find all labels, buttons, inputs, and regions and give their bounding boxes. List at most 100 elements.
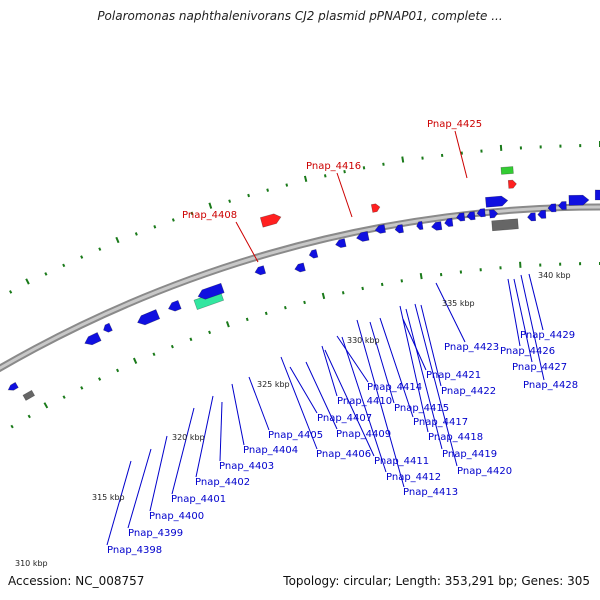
inner-tick-17 — [264, 311, 268, 316]
inner-tick-12 — [170, 344, 174, 349]
gene-feature-32 — [500, 166, 514, 175]
gene-label-pnap-4423[interactable]: Pnap_4423 — [444, 342, 499, 353]
gene-feature-33 — [507, 179, 517, 189]
outer-tick-20 — [208, 202, 213, 209]
gene-feature-22 — [370, 203, 381, 213]
gene-label-pnap-4428[interactable]: Pnap_4428 — [523, 380, 578, 391]
inner-tick-22 — [361, 286, 364, 291]
leader-line-19 — [369, 321, 395, 404]
gene-feature-16 — [294, 262, 306, 273]
scale-label-330: 330 kbp — [347, 336, 380, 345]
gene-feature-24 — [431, 221, 443, 231]
inner-tick-18 — [283, 306, 287, 310]
gene-feature-17 — [308, 249, 319, 259]
gene-label-pnap-4403[interactable]: Pnap_4403 — [219, 461, 274, 472]
gene-label-pnap-4418[interactable]: Pnap_4418 — [428, 432, 483, 443]
outer-tick-21 — [228, 199, 232, 203]
gene-label-pnap-4399[interactable]: Pnap_4399 — [128, 528, 183, 539]
leader-line-14 — [321, 345, 338, 397]
inner-tick-16 — [245, 317, 249, 322]
gene-label-pnap-4415[interactable]: Pnap_4415 — [394, 403, 449, 414]
gene-label-pnap-4416[interactable]: Pnap_4416 — [306, 161, 361, 172]
leader-line-12 — [289, 366, 318, 414]
gene-feature-15 — [259, 213, 282, 228]
gene-feature-20 — [374, 224, 386, 234]
gene-label-pnap-4409[interactable]: Pnap_4409 — [336, 429, 391, 440]
gene-feature-8 — [84, 332, 102, 346]
outer-tick-9 — [9, 290, 13, 294]
leader-line-7 — [195, 395, 214, 478]
tick-marks — [9, 141, 600, 429]
leader-line-18 — [336, 335, 369, 383]
leader-line-20 — [379, 317, 414, 418]
outer-tick-15 — [115, 236, 120, 244]
gene-feature-23 — [416, 220, 424, 231]
gene-label-pnap-4413[interactable]: Pnap_4413 — [403, 487, 458, 498]
gene-features — [7, 166, 600, 401]
leader-line-30 — [528, 273, 544, 331]
leader-line-3 — [106, 460, 132, 546]
gene-feature-27 — [466, 211, 476, 221]
inner-tick-14 — [208, 330, 212, 335]
gene-label-pnap-4425[interactable]: Pnap_4425 — [427, 119, 482, 130]
gene-label-pnap-4419[interactable]: Pnap_4419 — [442, 449, 497, 460]
leader-line-17 — [356, 319, 405, 488]
outer-tick-25 — [303, 175, 308, 182]
inner-tick-8 — [98, 377, 102, 381]
gene-label-pnap-4417[interactable]: Pnap_4417 — [413, 417, 468, 428]
outer-tick-10 — [25, 278, 30, 285]
inner-tick-11 — [152, 352, 156, 357]
gene-label-pnap-4420[interactable]: Pnap_4420 — [457, 466, 512, 477]
leader-line-2 — [454, 130, 468, 179]
gene-label-pnap-4398[interactable]: Pnap_4398 — [107, 545, 162, 556]
gene-label-pnap-4427[interactable]: Pnap_4427 — [512, 362, 567, 373]
gene-label-pnap-4405[interactable]: Pnap_4405 — [268, 430, 323, 441]
gene-label-pnap-4407[interactable]: Pnap_4407 — [317, 413, 372, 424]
inner-tick-13 — [189, 337, 193, 342]
gene-label-pnap-4410[interactable]: Pnap_4410 — [337, 396, 392, 407]
scale-label-340: 340 kbp — [538, 271, 571, 280]
map-title: Polaromonas naphthalenivorans CJ2 plasmi… — [97, 9, 503, 23]
inner-tick-3 — [10, 424, 14, 429]
gene-feature-26 — [456, 212, 466, 222]
leader-line-25 — [420, 304, 442, 387]
leader-line-16 — [341, 336, 387, 473]
outer-tick-12 — [62, 263, 66, 268]
gene-label-pnap-4429[interactable]: Pnap_4429 — [520, 330, 575, 341]
gene-label-pnap-4421[interactable]: Pnap_4421 — [426, 370, 481, 381]
leader-line-26 — [435, 282, 466, 343]
topology-summary: Topology: circular; Length: 353,291 bp; … — [283, 574, 590, 588]
leader-line-15 — [324, 349, 375, 457]
outer-tick-14 — [98, 247, 102, 251]
gene-label-pnap-4412[interactable]: Pnap_4412 — [386, 472, 441, 483]
scale-label-325: 325 kbp — [257, 380, 290, 389]
gene-feature-14 — [254, 265, 267, 276]
gene-feature-35 — [537, 209, 547, 219]
gene-label-pnap-4426[interactable]: Pnap_4426 — [500, 346, 555, 357]
outer-tick-26 — [323, 174, 327, 178]
leader-line-1 — [336, 172, 353, 218]
scale-label-335: 335 kbp — [442, 299, 475, 308]
outer-tick-28 — [362, 166, 366, 170]
gene-feature-30 — [485, 195, 509, 208]
outer-tick-24 — [285, 183, 289, 187]
gene-label-pnap-4401[interactable]: Pnap_4401 — [171, 494, 226, 505]
accession-label: Accession: NC_008757 — [8, 574, 145, 588]
scale-label-315: 315 kbp — [92, 493, 125, 502]
outer-tick-17 — [153, 225, 157, 229]
inner-tick-4 — [27, 414, 31, 419]
inner-tick-5 — [43, 402, 49, 409]
gene-label-pnap-4411[interactable]: Pnap_4411 — [374, 456, 429, 467]
gene-label-pnap-4406[interactable]: Pnap_4406 — [316, 449, 371, 460]
gene-label-pnap-4404[interactable]: Pnap_4404 — [243, 445, 298, 456]
inner-tick-7 — [80, 386, 84, 390]
gene-label-pnap-4414[interactable]: Pnap_4414 — [367, 382, 422, 393]
leader-line-21 — [399, 305, 429, 433]
gene-label-pnap-4408[interactable]: Pnap_4408 — [182, 210, 237, 221]
inner-tick-24 — [400, 279, 404, 283]
leader-line-28 — [513, 278, 533, 363]
gene-label-pnap-4402[interactable]: Pnap_4402 — [195, 477, 250, 488]
gene-label-pnap-4400[interactable]: Pnap_4400 — [149, 511, 204, 522]
gene-label-pnap-4422[interactable]: Pnap_4422 — [441, 386, 496, 397]
